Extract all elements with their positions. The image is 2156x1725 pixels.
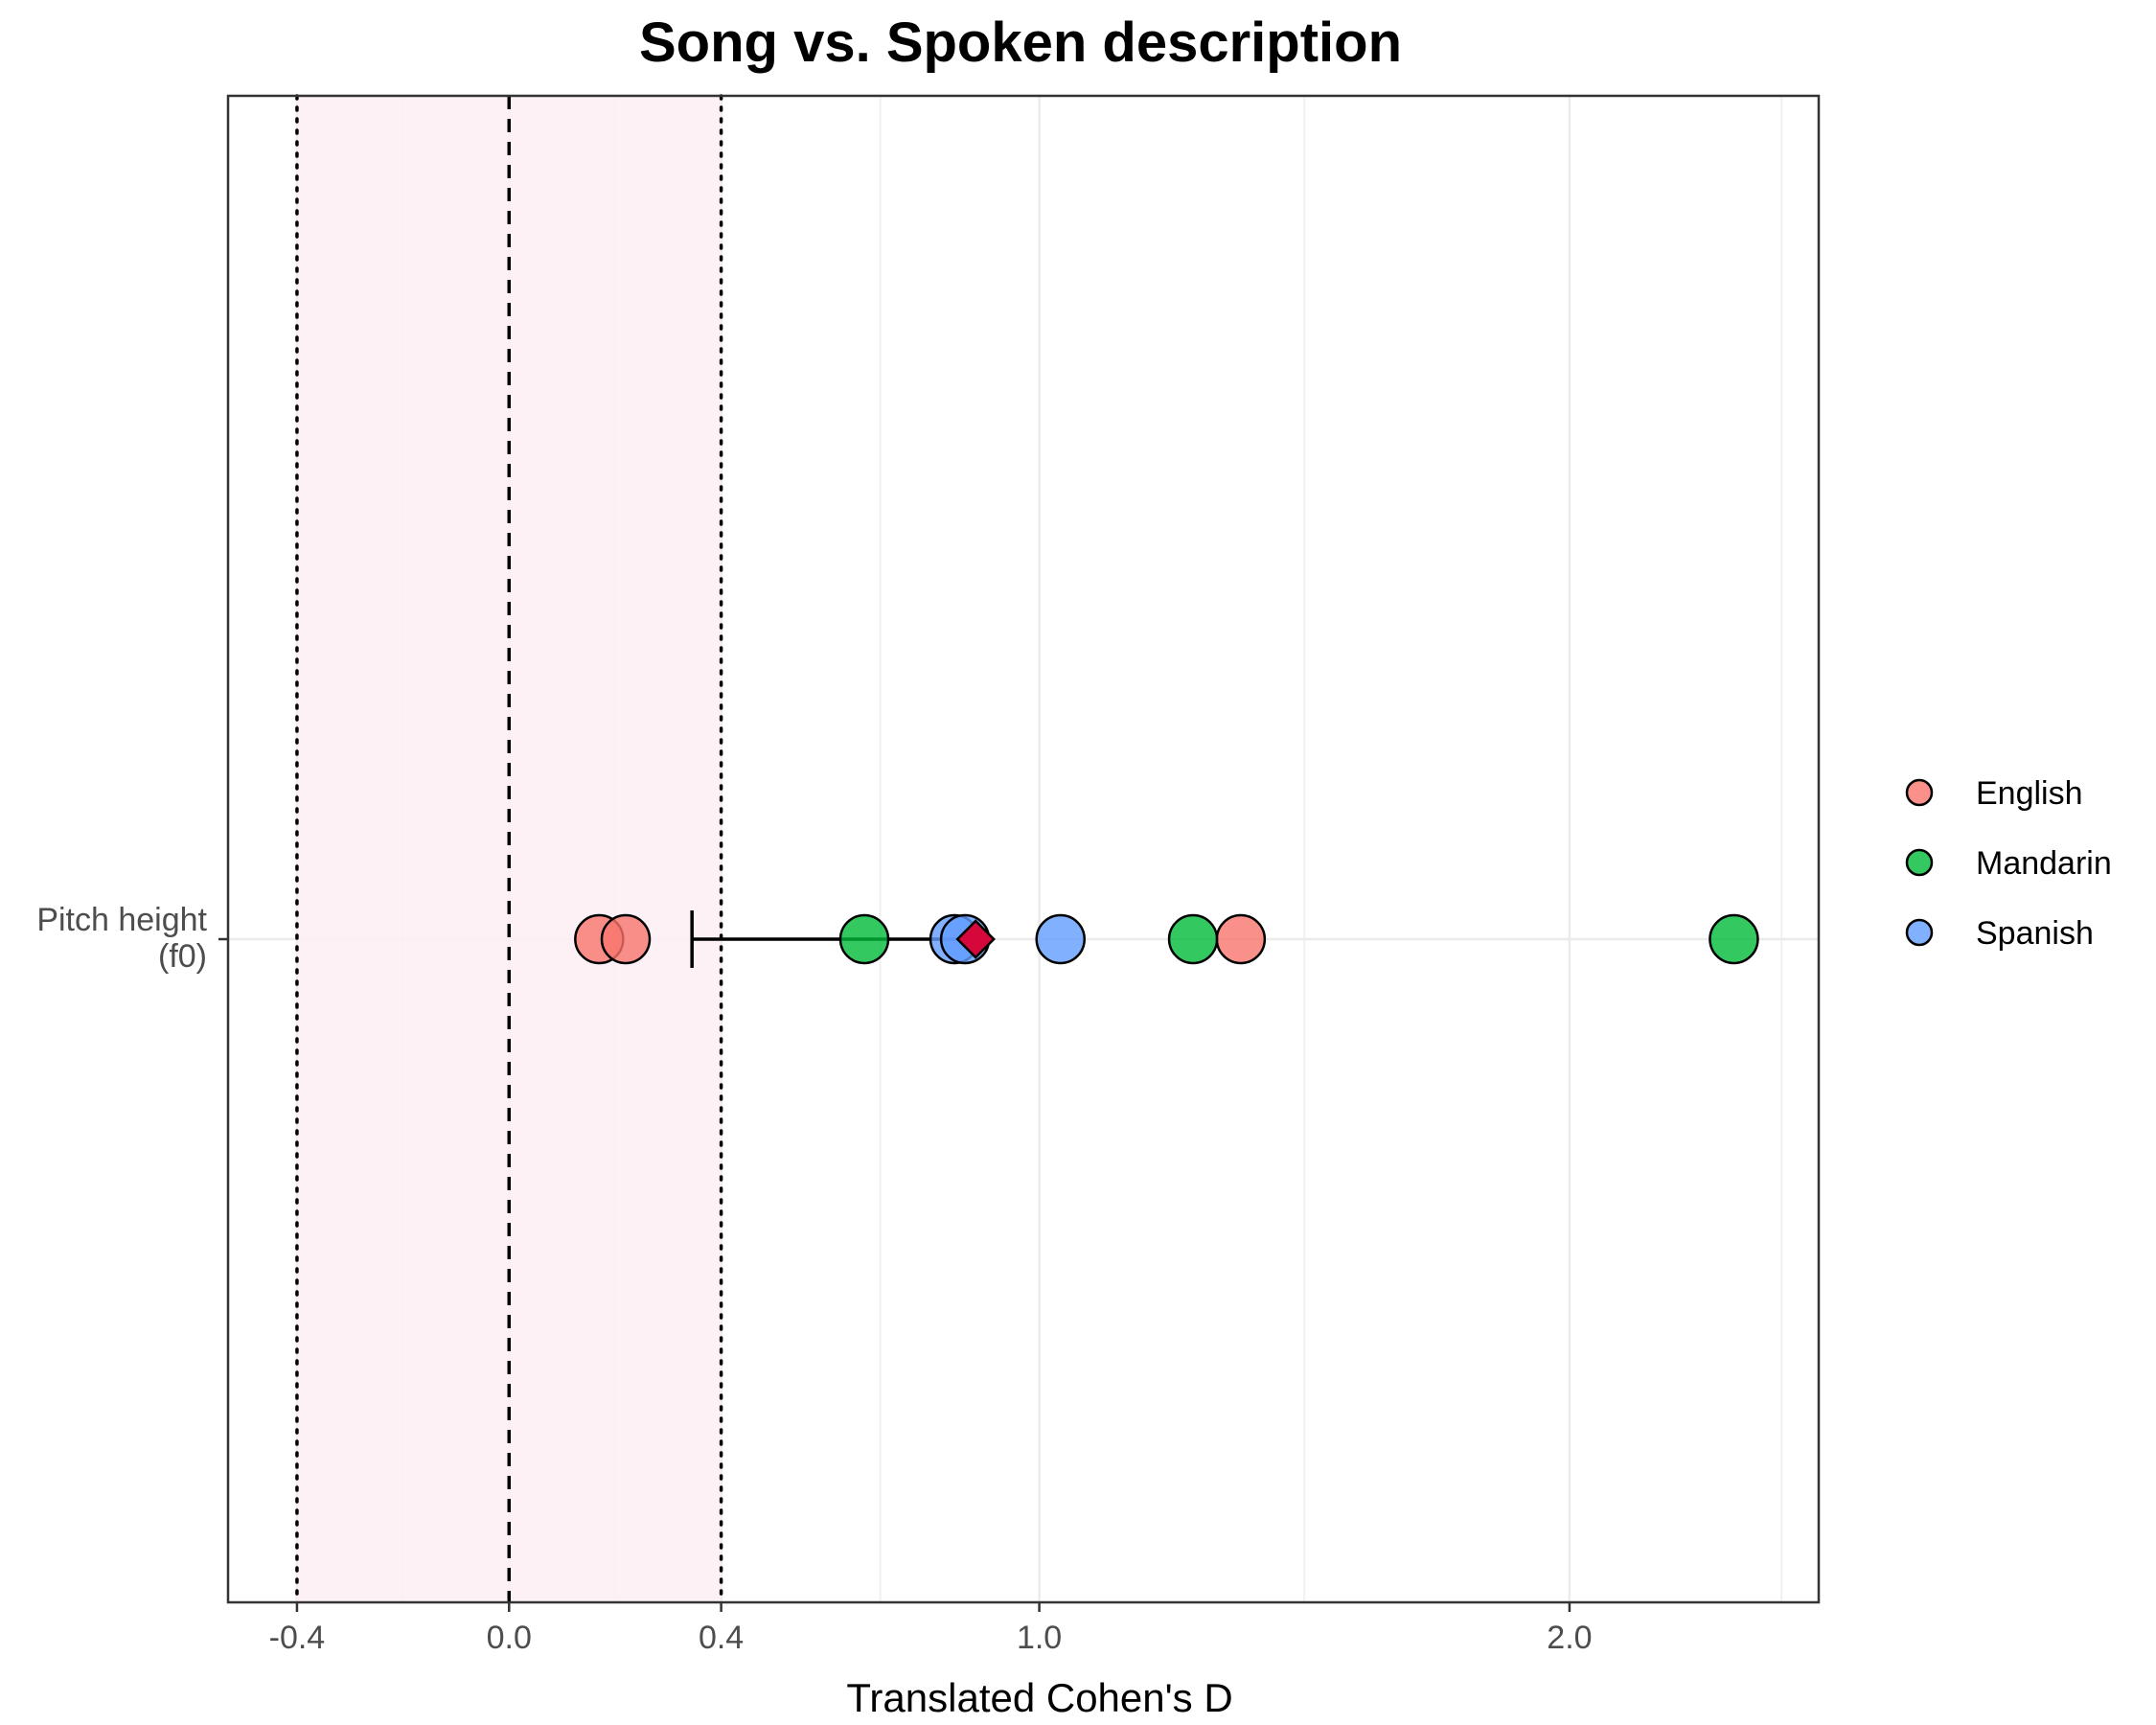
x-tick-label: 1.0 [1017,1620,1062,1656]
chart-title: Song vs. Spoken description [639,12,1402,74]
y-category-label: Pitch height [36,902,207,938]
x-tick-label: 2.0 [1547,1620,1592,1656]
legend-label-spanish: Spanish [1976,915,2094,952]
pooled-estimate [955,919,996,959]
point-mandarin [1709,913,1759,965]
legend-label-english: English [1976,775,2083,812]
x-tick-label: -0.4 [269,1620,326,1656]
legend-key-english [1905,778,1934,807]
legend-label-mandarin: Mandarin [1976,845,2112,882]
point-english [1215,913,1267,965]
shaded-region [296,96,722,1602]
x-axis: -0.4 0.0 0.4 1.0 2.0 [269,1602,1593,1656]
legend-key-mandarin [1905,848,1934,877]
x-tick-label: 0.0 [487,1620,532,1656]
point-mandarin [1167,913,1219,965]
estimate-diamond [955,919,996,959]
legend-key-spanish [1905,918,1934,947]
y-axis: Pitch height(f0) [36,902,228,975]
confidence-interval [690,910,976,968]
x-tick-label: 0.4 [699,1620,744,1656]
y-category-label: (f0) [158,938,207,975]
x-axis-title: Translated Cohen's D [846,1675,1232,1720]
null-region-shading [296,96,722,1602]
reference-lines [295,94,723,1604]
point-mandarin [838,913,890,965]
legend: English Mandarin Spanish [1905,775,2112,952]
panel-border [226,94,1821,1604]
point-english [600,913,652,965]
panel-frame [226,94,1821,1604]
point-spanish [1035,913,1086,965]
